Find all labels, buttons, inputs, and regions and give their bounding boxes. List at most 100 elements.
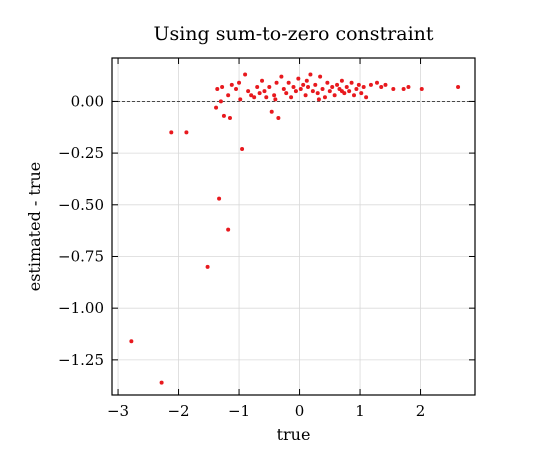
- data-point: [330, 84, 335, 89]
- data-point: [214, 105, 219, 110]
- data-point: [279, 74, 284, 79]
- data-point: [322, 95, 327, 100]
- data-point: [289, 95, 294, 100]
- data-point: [215, 87, 220, 92]
- data-point: [252, 95, 257, 100]
- data-point: [318, 74, 323, 79]
- data-point: [274, 80, 279, 85]
- data-point: [284, 91, 289, 96]
- data-point: [129, 339, 134, 344]
- data-point: [419, 87, 424, 92]
- x-tick-label: 2: [416, 402, 426, 420]
- data-point: [227, 115, 232, 120]
- y-tick-label: −1.25: [58, 351, 104, 369]
- x-tick-label: −2: [167, 402, 189, 420]
- data-point: [298, 87, 303, 92]
- data-points: [129, 72, 461, 385]
- data-point: [332, 93, 337, 98]
- data-point: [260, 78, 265, 83]
- data-point: [159, 380, 164, 385]
- data-point: [262, 89, 267, 94]
- data-point: [291, 84, 296, 89]
- data-point: [246, 89, 251, 94]
- data-point: [308, 72, 313, 77]
- data-point: [264, 95, 269, 100]
- data-point: [273, 97, 278, 102]
- data-point: [310, 89, 315, 94]
- plot-frame: [111, 57, 476, 396]
- data-point: [184, 130, 189, 135]
- data-point: [220, 84, 225, 89]
- data-point: [379, 84, 384, 89]
- data-point: [269, 109, 274, 114]
- x-tick-label: 0: [295, 402, 305, 420]
- data-point: [205, 264, 210, 269]
- y-tick-labels: 0.00 −0.25 −0.50 −0.75 −1.00 −1.25: [58, 92, 104, 368]
- data-point: [316, 97, 321, 102]
- data-point: [237, 80, 242, 85]
- data-point: [218, 99, 223, 104]
- x-axis-label: true: [277, 425, 311, 444]
- data-point: [325, 80, 330, 85]
- data-point: [238, 97, 243, 102]
- data-point: [356, 82, 361, 87]
- data-point: [255, 84, 260, 89]
- y-tick-label: −0.25: [58, 144, 104, 162]
- data-point: [296, 76, 301, 81]
- data-point: [391, 87, 396, 92]
- data-point: [249, 93, 254, 98]
- data-point: [169, 130, 174, 135]
- data-point: [281, 87, 286, 92]
- data-point: [226, 93, 231, 98]
- data-point: [240, 146, 245, 151]
- data-point: [276, 115, 281, 120]
- y-tick-label: −1.00: [58, 299, 104, 317]
- x-tick-label: −3: [107, 402, 129, 420]
- data-point: [354, 87, 359, 92]
- data-point: [306, 84, 311, 89]
- data-point: [286, 80, 291, 85]
- data-point: [335, 82, 340, 87]
- data-point: [229, 82, 234, 87]
- data-point: [339, 78, 344, 83]
- data-point: [304, 78, 309, 83]
- data-point: [401, 87, 406, 92]
- data-point: [456, 84, 461, 89]
- data-point: [339, 89, 344, 94]
- data-point: [313, 82, 318, 87]
- y-axis-label: estimated - true: [25, 162, 44, 292]
- data-point: [301, 82, 306, 87]
- data-point: [359, 91, 364, 96]
- y-tick-label: −0.50: [58, 196, 104, 214]
- data-point: [243, 72, 248, 77]
- data-point: [272, 93, 277, 98]
- data-point: [344, 84, 349, 89]
- data-point: [221, 113, 226, 118]
- data-point: [347, 89, 352, 94]
- data-point: [368, 82, 373, 87]
- tick-marks: [112, 58, 475, 395]
- data-point: [217, 196, 222, 201]
- data-point: [226, 227, 231, 232]
- data-point: [327, 89, 332, 94]
- x-tick-labels: −3 −2 −1 0 1 2: [107, 402, 425, 420]
- data-point: [320, 87, 325, 92]
- data-point: [383, 82, 388, 87]
- data-point: [406, 84, 411, 89]
- chart-title: Using sum-to-zero constraint: [153, 23, 433, 45]
- data-point: [234, 87, 239, 92]
- data-point: [374, 80, 379, 85]
- data-point: [303, 93, 308, 98]
- data-point: [315, 91, 320, 96]
- data-point: [352, 93, 356, 98]
- grid-lines: [112, 58, 475, 395]
- data-point: [293, 89, 298, 94]
- y-tick-label: 0.00: [71, 92, 104, 110]
- y-tick-label: −0.75: [58, 247, 104, 265]
- x-tick-label: −1: [228, 402, 250, 420]
- data-point: [361, 84, 366, 89]
- data-point: [364, 95, 369, 100]
- x-tick-label: 1: [355, 402, 365, 420]
- data-point: [267, 84, 272, 89]
